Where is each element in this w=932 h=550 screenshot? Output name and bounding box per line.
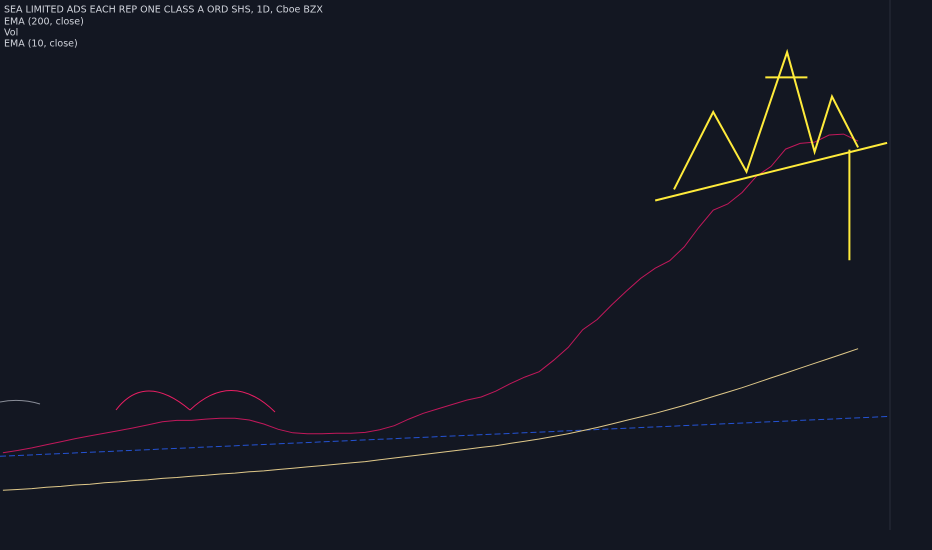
lines — [0, 133, 891, 491]
ema10-line — [2, 133, 859, 454]
indicator: Vol — [4, 28, 18, 39]
ema200-line — [2, 348, 859, 491]
pattern-line — [673, 48, 859, 190]
price-axis — [890, 0, 932, 550]
drawings — [654, 48, 888, 261]
arc-drawing — [0, 399, 41, 405]
indicator: EMA (10, close) — [4, 39, 78, 50]
indicator: EMA (200, close) — [4, 17, 84, 28]
legend: SEA LIMITED ADS EACH REP ONE CLASS A ORD… — [4, 5, 323, 50]
trendline — [0, 415, 891, 457]
arc-drawing — [115, 390, 276, 413]
chart-title: SEA LIMITED ADS EACH REP ONE CLASS A ORD… — [4, 5, 323, 16]
